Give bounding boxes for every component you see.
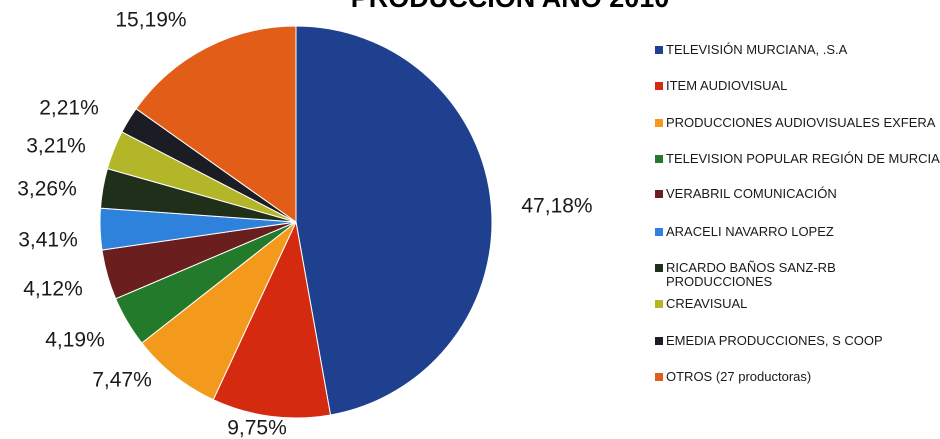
legend-swatch [655,337,663,345]
legend-swatch [655,264,663,272]
legend-swatch [655,119,663,127]
chart-title: PRODUCCIÓN AÑO 2010 [300,0,720,14]
legend-swatch [655,373,663,381]
legend-item: CREAVISUAL [655,297,940,311]
slice-percent-label: 7,47% [92,369,152,392]
legend-label: RICARDO BAÑOS SANZ-RB PRODUCCIONES [666,260,836,289]
legend-swatch [655,46,663,54]
legend-item: PRODUCCIONES AUDIOVISUALES EXFERA [655,116,940,130]
slice-percent-label: 3,26% [17,178,77,201]
slice-percent-label: 3,41% [18,229,78,252]
slice-percent-label: 4,12% [23,278,83,301]
legend-label: CREAVISUAL [666,296,748,311]
legend-swatch [655,228,663,236]
legend-item: EMEDIA PRODUCCIONES, S COOP [655,334,940,348]
legend-item: ITEM AUDIOVISUAL [655,79,940,93]
legend-label: TELEVISIÓN MURCIANA, .S.A [666,42,848,57]
slice-percent-label: 2,21% [39,97,99,120]
slice-percent-label: 9,75% [227,417,287,439]
pie-slice-1 [295,25,493,416]
legend-item: TELEVISION POPULAR REGIÓN DE MURCIA [655,152,940,166]
slice-percent-label: 3,21% [26,135,86,158]
slice-percent-label: 15,19% [115,9,186,32]
legend-swatch [655,300,663,308]
legend-item: TELEVISIÓN MURCIANA, .S.A [655,43,940,57]
legend-label: TELEVISION POPULAR REGIÓN DE MURCIA [666,151,940,166]
legend-label: PRODUCCIONES AUDIOVISUALES EXFERA [666,115,936,130]
pie-slice-2 [212,220,332,419]
slice-percent-label: 4,19% [45,329,105,352]
legend-label: VERABRIL COMUNICACIÓN [666,186,837,201]
slice-percent-label: 47,18% [521,195,592,218]
legend-swatch [655,155,663,163]
pie-slice-10 [135,25,297,223]
legend-swatch [655,190,663,198]
legend-label: ITEM AUDIOVISUAL [666,78,788,93]
chart-legend: TELEVISIÓN MURCIANA, .S.A ITEM AUDIOVISUA… [655,0,940,439]
legend-item: OTROS (27 productoras) [655,370,940,384]
legend-item: RICARDO BAÑOS SANZ-RB PRODUCCIONES [655,261,940,289]
legend-item: ARACELI NAVARRO LOPEZ [655,225,940,239]
legend-label: EMEDIA PRODUCCIONES, S COOP [666,333,883,348]
legend-item: VERABRIL COMUNICACIÓN [655,187,940,201]
legend-swatch [655,82,663,90]
legend-label: OTROS (27 productoras) [666,369,812,384]
legend-label: ARACELI NAVARRO LOPEZ [666,224,834,239]
